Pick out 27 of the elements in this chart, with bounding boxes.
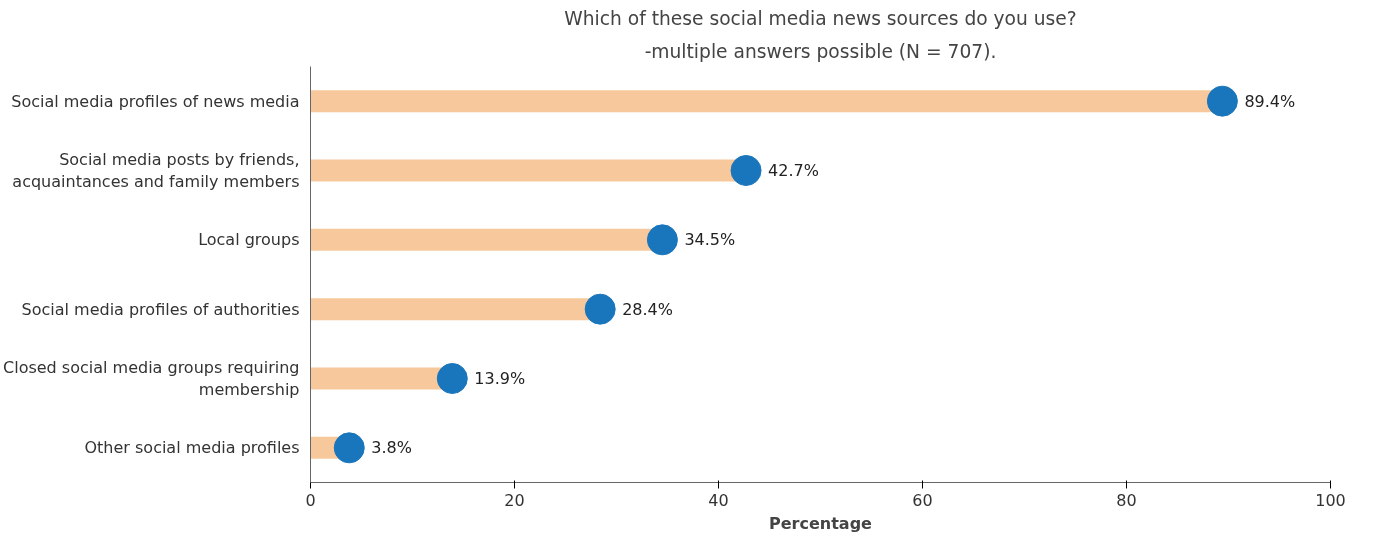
x-tick-label: 60 bbox=[912, 490, 933, 510]
point bbox=[436, 363, 468, 394]
y-tick-label: Local groups bbox=[198, 230, 300, 250]
data-label: 89.4% bbox=[1244, 91, 1296, 111]
x-tick-label: 0 bbox=[305, 490, 316, 510]
x-axis-title: Percentage bbox=[769, 513, 873, 533]
y-tick-label: Social media profiles of authorities bbox=[21, 299, 300, 319]
point bbox=[333, 432, 365, 464]
chart-title: Which of these social media news sources do you use? bbox=[564, 7, 1077, 29]
point bbox=[730, 155, 762, 186]
chart-subtitle: -multiple answers possible (N = 707). bbox=[644, 40, 997, 62]
point bbox=[1206, 85, 1238, 117]
y-tick-label: Social media posts by friends, acquaintances and family members bbox=[12, 149, 300, 192]
point bbox=[584, 293, 616, 325]
data-label: 34.5% bbox=[684, 230, 736, 250]
y-tick-label: Social media profiles of news media bbox=[11, 91, 300, 111]
data-label: 28.4% bbox=[622, 299, 674, 319]
y-tick-label: Closed social media groups requiring membership bbox=[3, 357, 300, 400]
x-tick-label: 80 bbox=[1116, 490, 1137, 510]
x-tick-label: 40 bbox=[708, 490, 729, 510]
point bbox=[646, 224, 678, 256]
y-tick-label: Other social media profiles bbox=[84, 438, 300, 458]
x-tick-label: 100 bbox=[1315, 490, 1346, 510]
data-label: 13.9% bbox=[474, 369, 526, 388]
data-label: 42.7% bbox=[768, 161, 819, 180]
x-tick-label: 20 bbox=[504, 490, 525, 510]
data-label: 3.8% bbox=[371, 438, 412, 458]
